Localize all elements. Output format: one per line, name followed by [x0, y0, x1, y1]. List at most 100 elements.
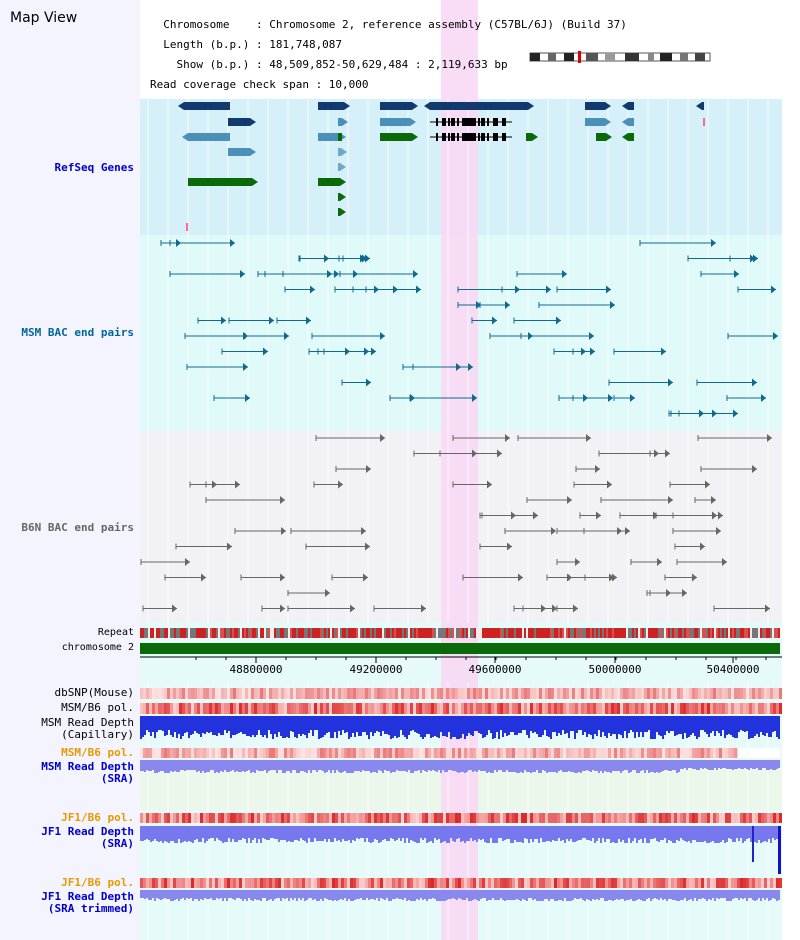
snp-heat-cell — [707, 688, 710, 699]
right-margin — [782, 0, 800, 940]
snp-heat-cell — [545, 878, 548, 888]
read-depth-bar — [340, 890, 342, 899]
read-depth-bar — [456, 716, 458, 739]
snp-heat-cell — [440, 688, 443, 699]
read-depth-bar — [598, 826, 600, 838]
snp-heat-cell — [515, 813, 518, 823]
snp-heat-cell — [497, 878, 500, 888]
snp-heat-cell — [680, 688, 683, 699]
snp-heat-cell — [512, 878, 515, 888]
read-depth-bar — [304, 890, 306, 901]
read-depth-bar — [244, 760, 246, 770]
b6n-bac-end-arrow — [497, 449, 502, 458]
repeat-segment — [602, 628, 604, 638]
snp-heat-cell — [527, 748, 530, 758]
read-depth-bar — [236, 890, 238, 898]
gene-feature — [318, 178, 340, 186]
info-line-show: Show (b.p.) : 48,509,852-50,629,484 : 2,… — [150, 58, 508, 71]
gene-arrow — [252, 178, 258, 186]
snp-heat-cell — [596, 878, 599, 888]
read-depth-bar — [622, 716, 624, 738]
read-depth-bar — [282, 716, 284, 738]
snp-heat-cell — [362, 878, 365, 888]
read-depth-bar — [206, 760, 208, 769]
snp-heat-cell — [374, 688, 377, 699]
genome-map-canvas[interactable] — [140, 0, 782, 940]
gene-exon — [457, 118, 459, 126]
read-depth-bar — [146, 890, 148, 898]
snp-heat-cell — [698, 688, 701, 699]
read-depth-bar — [252, 826, 254, 840]
snp-heat-cell — [464, 878, 467, 888]
snp-heat-cell — [545, 748, 548, 758]
repeat-segment — [202, 628, 204, 638]
snp-heat-cell — [560, 688, 563, 699]
snp-heat-cell — [413, 688, 416, 699]
repeat-segment — [584, 628, 586, 638]
repeat-segment — [196, 628, 198, 638]
read-depth-bar — [430, 760, 432, 769]
gene-feature — [338, 133, 342, 141]
repeat-segment — [476, 628, 478, 638]
snp-heat-cell — [260, 688, 263, 699]
snp-heat-cell — [512, 813, 515, 823]
snp-heat-cell — [284, 748, 287, 758]
track-label-refseq-genes[interactable]: RefSeq Genes — [54, 161, 134, 174]
read-depth-bar — [216, 826, 218, 838]
snp-heat-cell — [461, 813, 464, 823]
read-depth-bar — [448, 716, 450, 732]
read-depth-bar — [460, 890, 462, 899]
repeat-segment — [428, 628, 430, 638]
snp-heat-cell — [491, 813, 494, 823]
read-depth-bar — [772, 760, 774, 770]
read-depth-bar — [624, 890, 626, 901]
snp-heat-cell — [692, 813, 695, 823]
read-depth-bar — [312, 826, 314, 842]
read-depth-bar — [686, 890, 688, 901]
read-depth-bar — [194, 826, 196, 840]
repeat-segment — [666, 628, 668, 638]
gene-feature — [318, 133, 340, 141]
snp-heat-cell — [347, 748, 350, 758]
read-depth-bar — [212, 760, 214, 768]
read-depth-bar — [522, 760, 524, 770]
read-depth-bar — [200, 890, 202, 899]
read-depth-bar — [360, 890, 362, 898]
track-label-msm-bac-end-pairs[interactable]: MSM BAC end pairs — [21, 326, 134, 339]
read-depth-bar — [700, 760, 702, 768]
snp-heat-cell — [704, 748, 707, 758]
read-depth-bar — [478, 760, 480, 768]
snp-heat-cell — [254, 688, 257, 699]
snp-heat-cell — [335, 878, 338, 888]
read-depth-bar — [502, 760, 504, 769]
gene-feature — [338, 148, 341, 156]
repeat-segment — [302, 628, 304, 638]
read-depth-bar — [678, 826, 680, 841]
snp-heat-cell — [686, 748, 689, 758]
read-depth-bar — [482, 716, 484, 738]
read-depth-bar — [674, 826, 676, 843]
read-depth-bar — [372, 826, 374, 842]
read-depth-bar — [486, 890, 488, 901]
read-depth-bar — [646, 890, 648, 899]
read-depth-bar — [628, 890, 630, 900]
read-depth-bar — [170, 760, 172, 769]
b6n-bac-end-arrow — [518, 573, 523, 582]
snp-heat-cell — [620, 703, 623, 714]
read-depth-bar — [568, 716, 570, 738]
read-depth-bar — [674, 890, 676, 900]
repeat-segment — [528, 628, 530, 638]
repeat-segment — [732, 628, 734, 638]
read-depth-bar — [584, 716, 586, 732]
snp-heat-cell — [155, 748, 158, 758]
read-depth-bar — [692, 716, 694, 733]
genome-map-panel[interactable] — [140, 0, 782, 940]
read-depth-bar — [344, 760, 346, 769]
snp-heat-cell — [776, 688, 779, 699]
gene-exon — [487, 118, 489, 126]
repeat-segment — [738, 628, 740, 638]
track-label-b6n-bac-end-pairs[interactable]: B6N BAC end pairs — [21, 521, 134, 534]
repeat-segment — [470, 628, 472, 638]
read-depth-bar — [388, 826, 390, 841]
repeat-segment — [574, 628, 576, 638]
